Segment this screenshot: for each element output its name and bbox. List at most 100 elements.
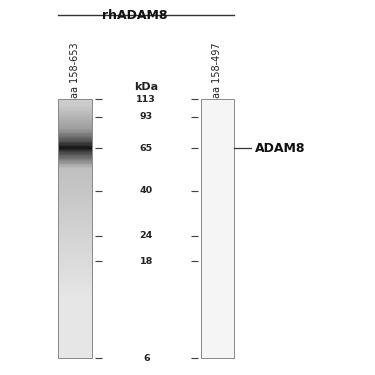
Bar bbox=[58, 218, 92, 220]
Bar bbox=[58, 278, 92, 279]
Text: aa 158-497: aa 158-497 bbox=[213, 42, 222, 98]
Bar bbox=[58, 132, 92, 133]
Bar bbox=[58, 201, 92, 203]
Bar bbox=[58, 346, 92, 348]
Bar bbox=[58, 331, 92, 332]
Bar bbox=[58, 304, 92, 305]
Bar bbox=[58, 207, 92, 208]
Bar bbox=[58, 231, 92, 232]
Bar bbox=[58, 227, 92, 229]
Bar bbox=[58, 200, 92, 202]
Bar bbox=[58, 150, 92, 151]
Bar bbox=[58, 214, 92, 216]
Bar bbox=[58, 235, 92, 237]
Bar bbox=[58, 350, 92, 352]
Bar bbox=[58, 251, 92, 252]
Bar bbox=[201, 99, 234, 358]
Bar bbox=[58, 153, 92, 155]
Bar bbox=[58, 230, 92, 231]
Bar bbox=[58, 283, 92, 284]
Bar bbox=[58, 254, 92, 256]
Bar bbox=[58, 253, 92, 255]
Bar bbox=[58, 191, 92, 192]
Bar bbox=[58, 345, 92, 346]
Bar bbox=[58, 265, 92, 266]
Bar bbox=[58, 306, 92, 308]
Bar bbox=[58, 287, 92, 288]
Text: rhADAM8: rhADAM8 bbox=[102, 9, 168, 22]
Bar bbox=[58, 189, 92, 190]
Bar bbox=[58, 357, 92, 358]
Bar bbox=[58, 288, 92, 290]
Bar bbox=[58, 258, 92, 260]
Bar bbox=[58, 328, 92, 330]
Bar bbox=[58, 141, 92, 142]
Bar bbox=[58, 179, 92, 181]
Bar bbox=[58, 292, 92, 294]
Bar bbox=[58, 108, 92, 110]
Bar bbox=[58, 209, 92, 211]
Bar bbox=[58, 354, 92, 356]
Bar bbox=[58, 244, 92, 246]
Bar bbox=[58, 99, 92, 100]
Bar bbox=[58, 130, 92, 132]
Bar bbox=[58, 337, 92, 339]
Bar bbox=[58, 316, 92, 318]
Bar bbox=[58, 183, 92, 185]
Bar bbox=[58, 266, 92, 268]
Bar bbox=[58, 225, 92, 226]
Bar bbox=[58, 194, 92, 195]
Bar bbox=[58, 228, 92, 230]
Bar bbox=[58, 102, 92, 103]
Bar bbox=[58, 240, 92, 242]
Bar bbox=[58, 291, 92, 292]
Bar bbox=[58, 270, 92, 272]
Bar bbox=[58, 284, 92, 286]
Bar bbox=[58, 217, 92, 218]
Bar bbox=[58, 126, 92, 128]
Bar bbox=[58, 100, 92, 102]
Bar bbox=[58, 322, 92, 323]
Bar bbox=[58, 236, 92, 238]
Bar bbox=[58, 146, 92, 147]
Bar bbox=[58, 106, 92, 107]
Bar bbox=[58, 341, 92, 343]
Bar bbox=[58, 261, 92, 262]
Bar bbox=[58, 128, 92, 129]
Bar bbox=[58, 212, 92, 213]
Bar bbox=[58, 226, 92, 228]
Bar bbox=[58, 260, 92, 261]
Bar bbox=[58, 298, 92, 300]
Bar bbox=[58, 351, 92, 353]
Bar bbox=[58, 115, 92, 116]
Bar bbox=[58, 273, 92, 274]
Bar bbox=[58, 143, 92, 145]
Bar bbox=[58, 333, 92, 335]
Bar bbox=[58, 198, 92, 199]
Bar bbox=[58, 166, 92, 168]
Bar bbox=[58, 118, 92, 120]
Bar bbox=[58, 340, 92, 341]
Bar bbox=[58, 113, 92, 115]
Bar bbox=[58, 144, 92, 146]
Bar bbox=[58, 170, 92, 172]
Bar bbox=[58, 353, 92, 354]
Bar bbox=[58, 129, 92, 130]
Bar bbox=[58, 334, 92, 336]
Text: 65: 65 bbox=[140, 144, 153, 153]
Bar bbox=[58, 103, 92, 105]
Text: ADAM8: ADAM8 bbox=[255, 142, 306, 154]
Bar bbox=[58, 326, 92, 327]
Bar bbox=[58, 142, 92, 143]
Bar bbox=[58, 99, 92, 358]
Bar bbox=[58, 190, 92, 191]
Bar bbox=[58, 181, 92, 182]
Bar bbox=[58, 232, 92, 234]
Bar bbox=[58, 238, 92, 239]
Bar bbox=[58, 247, 92, 248]
Bar bbox=[58, 204, 92, 206]
Bar bbox=[58, 245, 92, 247]
Bar bbox=[58, 134, 92, 136]
Bar bbox=[58, 267, 92, 269]
Bar bbox=[58, 137, 92, 138]
